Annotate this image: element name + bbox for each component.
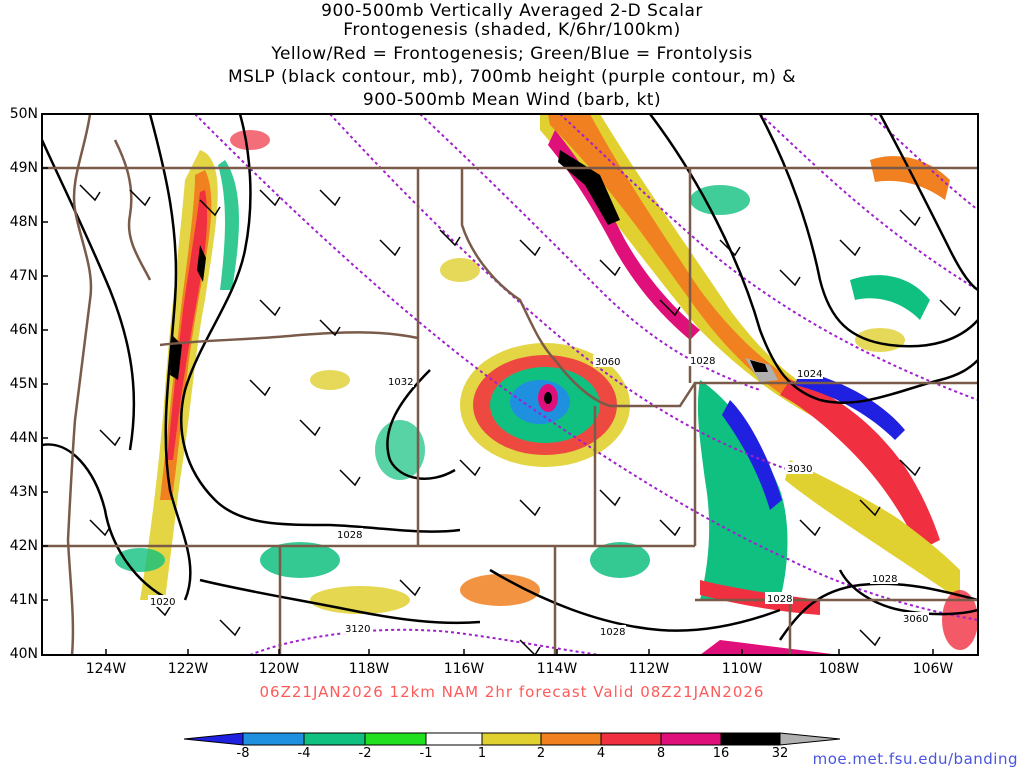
mslp-label-1028-e: 1028 <box>872 574 897 585</box>
colorbar-label-neg8: -8 <box>236 746 250 761</box>
title-line-1: 900-500mb Vertically Averaged 2-D Scalar <box>321 1 703 21</box>
lat-label-43n: 43N <box>9 484 38 500</box>
colorbar <box>183 732 841 746</box>
colorbar-label-16: 16 <box>712 746 730 761</box>
mslp-contours <box>42 114 978 641</box>
lon-label-122w: 122W <box>167 661 209 677</box>
lat-label-49n: 49N <box>9 160 38 176</box>
height-label-3030: 3030 <box>787 464 812 475</box>
colorbar-swatch-10 <box>779 732 841 746</box>
colorbar-label-2: 2 <box>536 746 546 761</box>
coastline <box>66 113 152 656</box>
lat-label-44n: 44N <box>9 430 38 446</box>
source-url[interactable]: moe.met.fsu.edu/banding <box>812 750 1018 768</box>
lat-label-48n: 48N <box>9 214 38 230</box>
contour-labels: 1032 1028 1024 1028 1020 1028 1028 1028 … <box>148 354 929 638</box>
political-borders <box>42 166 978 655</box>
mslp-label-1032: 1032 <box>388 377 413 388</box>
colorbar-label-neg4: -4 <box>297 746 311 761</box>
height-label-3120: 3120 <box>345 624 370 635</box>
lat-label-42n: 42N <box>9 538 38 554</box>
lat-label-41n: 41N <box>9 592 38 608</box>
lon-label-110w: 110W <box>721 661 763 677</box>
lat-label-45n: 45N <box>9 376 38 392</box>
colorbar-swatch-1 <box>242 732 305 746</box>
colorbar-label-neg2: -2 <box>358 746 372 761</box>
colorbar-label-1: 1 <box>477 746 487 761</box>
mslp-label-1020: 1020 <box>150 597 175 608</box>
lat-label-40n: 40N <box>9 646 38 662</box>
mslp-label-1028-d: 1028 <box>767 594 792 605</box>
axis-ticks <box>42 113 934 655</box>
height-label-3060-b: 3060 <box>903 614 928 625</box>
lon-label-116w: 116W <box>443 661 485 677</box>
title-line-2: Frontogenesis (shaded, K/6hr/100km) <box>343 20 681 40</box>
lat-label-50n: 50N <box>9 106 38 122</box>
colorbar-swatch-5 <box>481 732 542 746</box>
mslp-label-1028-a: 1028 <box>690 356 715 367</box>
mslp-label-1024: 1024 <box>797 369 822 380</box>
colorbar-swatch-9 <box>720 732 781 746</box>
lon-label-106w: 106W <box>912 661 954 677</box>
wind-barbs <box>79 184 961 655</box>
forecast-valid-time: 06Z21JAN2026 12km NAM 2hr forecast Valid… <box>259 683 765 701</box>
colorbar-swatch-0 <box>183 732 244 746</box>
lon-label-124w: 124W <box>85 661 127 677</box>
colorbar-label-32: 32 <box>771 746 789 761</box>
mslp-label-1028-b: 1028 <box>337 530 362 541</box>
mslp-label-1028-c: 1028 <box>600 627 625 638</box>
colorbar-swatch-2 <box>303 732 366 746</box>
lat-label-47n: 47N <box>9 268 38 284</box>
colorbar-label-4: 4 <box>596 746 606 761</box>
title-line-3: Yellow/Red = Frontogenesis; Green/Blue =… <box>271 44 753 64</box>
height-label-3060-a: 3060 <box>595 357 620 368</box>
lon-label-112w: 112W <box>628 661 670 677</box>
lon-label-114w: 114W <box>536 661 578 677</box>
lon-label-120w: 120W <box>258 661 300 677</box>
colorbar-swatch-3 <box>364 732 427 746</box>
lon-label-108w: 108W <box>818 661 860 677</box>
lon-label-118w: 118W <box>348 661 390 677</box>
title-line-4: MSLP (black contour, mb), 700mb height (… <box>227 67 797 87</box>
frontogenesis-shading <box>115 114 978 655</box>
title-line-5: 900-500mb Mean Wind (barb, kt) <box>362 90 662 110</box>
colorbar-swatch-7 <box>600 732 662 746</box>
colorbar-swatch-8 <box>660 732 722 746</box>
colorbar-swatch-4 <box>425 732 483 746</box>
lat-label-46n: 46N <box>9 322 38 338</box>
colorbar-label-neg1: -1 <box>419 746 433 761</box>
colorbar-label-8: 8 <box>656 746 666 761</box>
height-contours <box>194 114 978 655</box>
colorbar-swatch-6 <box>540 732 602 746</box>
